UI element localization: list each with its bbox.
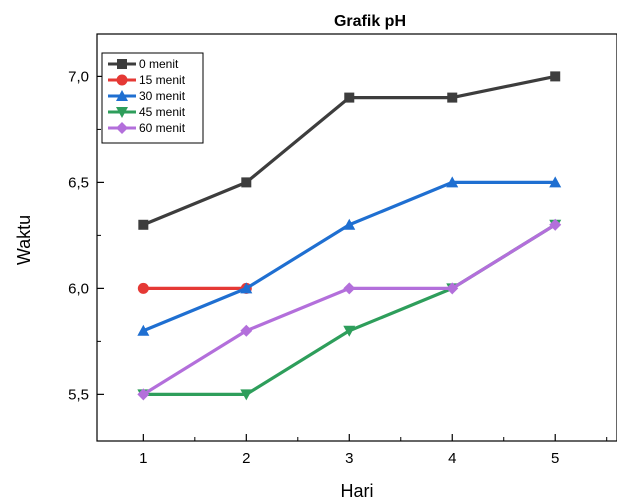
chart-title: Grafik pH <box>334 13 406 30</box>
data-point <box>549 176 562 188</box>
data-point <box>240 282 253 294</box>
legend-item: 60 menit <box>108 121 186 135</box>
data-point <box>446 282 459 295</box>
legend-item: 30 menit <box>108 89 186 103</box>
x-tick-label: 5 <box>551 450 559 467</box>
data-point <box>343 325 356 337</box>
series-line <box>142 223 557 396</box>
data-point <box>240 324 253 337</box>
legend: 0 menit 15 menit 30 menit 45 menit 60 menit <box>101 52 204 144</box>
legend-marker <box>116 107 128 118</box>
legend-marker <box>116 122 128 134</box>
y-tick-label: 5,5 <box>68 386 89 403</box>
legend-item: 0 menit <box>108 57 179 71</box>
data-point <box>447 92 458 103</box>
data-point <box>137 282 149 294</box>
legend-item: 15 menit <box>108 73 186 87</box>
data-point <box>446 176 459 188</box>
series-2 <box>137 176 562 336</box>
data-point <box>137 324 150 336</box>
data-point <box>549 218 562 231</box>
legend-label: 15 menit <box>139 73 186 87</box>
y-tick-label: 7,0 <box>68 68 89 85</box>
legend-item: 45 menit <box>108 105 186 119</box>
x-tick-label: 3 <box>345 450 353 467</box>
data-point <box>241 177 252 188</box>
data-point <box>240 389 253 401</box>
legend-label: 0 menit <box>139 57 179 71</box>
y-tick-label: 6,0 <box>68 280 89 297</box>
data-point <box>343 282 356 295</box>
legend-marker <box>116 74 128 86</box>
x-tick-label: 4 <box>448 450 456 467</box>
data-point <box>550 71 561 82</box>
series-0 <box>138 71 561 230</box>
legend-marker <box>117 59 127 69</box>
series-3 <box>137 219 562 401</box>
data-point <box>343 218 356 230</box>
x-axis: 1 2 3 4 5 <box>139 434 608 467</box>
x-tick-label: 1 <box>139 450 147 467</box>
data-point <box>137 388 150 401</box>
legend-label: 60 menit <box>139 121 186 135</box>
series-line <box>142 180 556 333</box>
plot-frame <box>96 33 617 442</box>
x-axis-title: Hari <box>340 481 373 501</box>
series-layer <box>137 71 562 401</box>
y-axis: 5,5 6,0 6,5 7,0 <box>68 68 104 403</box>
legend-marker <box>116 90 128 101</box>
legend-label: 30 menit <box>139 89 186 103</box>
data-point <box>138 219 149 230</box>
x-tick-label: 2 <box>242 450 250 467</box>
series-line <box>143 223 557 396</box>
legend-label: 45 menit <box>139 105 186 119</box>
y-tick-label: 6,5 <box>68 174 89 191</box>
data-point <box>344 92 355 103</box>
y-axis-title: Waktu <box>14 215 34 265</box>
series-4 <box>137 218 562 401</box>
